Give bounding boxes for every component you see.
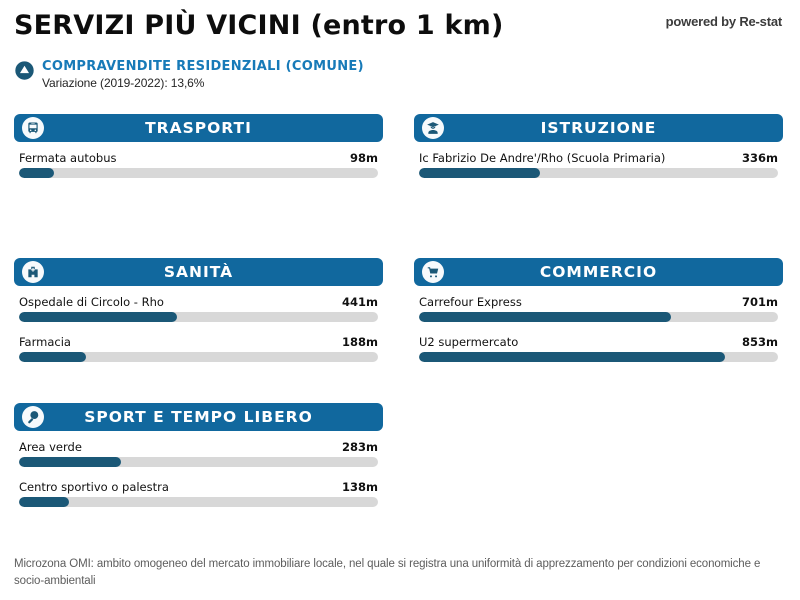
panel-sanita: SANITÀ Ospedale di Circolo - Rho 441m Fa… bbox=[14, 258, 383, 362]
bus-icon bbox=[22, 117, 44, 139]
powered-by-label: powered by Re-stat bbox=[665, 14, 783, 29]
service-label: Ic Fabrizio De Andre'/Rho (Scuola Primar… bbox=[419, 151, 666, 165]
summary-subtitle: Variazione (2019-2022): 13,6% bbox=[42, 76, 205, 90]
distance-bar bbox=[19, 497, 378, 507]
service-item: Area verde 283m bbox=[19, 440, 378, 467]
panel-header: ISTRUZIONE bbox=[414, 114, 783, 142]
service-item: Ic Fabrizio De Andre'/Rho (Scuola Primar… bbox=[419, 151, 778, 178]
distance-value: 283m bbox=[342, 440, 378, 454]
service-label: Carrefour Express bbox=[419, 295, 522, 309]
distance-bar-fill bbox=[419, 312, 671, 322]
panel-sport: SPORT E TEMPO LIBERO Area verde 283m Cen… bbox=[14, 403, 383, 507]
panel-items: Ic Fabrizio De Andre'/Rho (Scuola Primar… bbox=[414, 151, 783, 178]
panel-title: SANITÀ bbox=[163, 263, 234, 281]
distance-value: 701m bbox=[742, 295, 778, 309]
distance-bar bbox=[19, 312, 378, 322]
distance-value: 138m bbox=[342, 480, 378, 494]
distance-bar-fill bbox=[19, 312, 178, 322]
distance-bar bbox=[19, 168, 378, 178]
distance-bar bbox=[419, 312, 778, 322]
service-item: U2 supermercato 853m bbox=[419, 335, 778, 362]
panel-items: Fermata autobus 98m bbox=[14, 151, 383, 178]
distance-bar-fill bbox=[419, 352, 726, 362]
distance-bar-fill bbox=[19, 168, 55, 178]
panel-header: SANITÀ bbox=[14, 258, 383, 286]
service-label: U2 supermercato bbox=[419, 335, 519, 349]
service-label: Ospedale di Circolo - Rho bbox=[19, 295, 164, 309]
panel-trasporti: TRASPORTI Fermata autobus 98m bbox=[14, 114, 383, 178]
panel-header: TRASPORTI bbox=[14, 114, 383, 142]
paddle-icon bbox=[22, 406, 44, 428]
service-item: Carrefour Express 701m bbox=[419, 295, 778, 322]
hospital-icon bbox=[22, 261, 44, 283]
panel-title: COMMERCIO bbox=[539, 263, 658, 281]
distance-bar-fill bbox=[19, 497, 69, 507]
distance-bar bbox=[19, 457, 378, 467]
service-item: Farmacia 188m bbox=[19, 335, 378, 362]
page-title: SERVIZI PIÙ VICINI (entro 1 km) bbox=[14, 10, 504, 41]
panel-items: Ospedale di Circolo - Rho 441m Farmacia … bbox=[14, 295, 383, 362]
service-item: Fermata autobus 98m bbox=[19, 151, 378, 178]
distance-bar-fill bbox=[419, 168, 540, 178]
distance-value: 336m bbox=[742, 151, 778, 165]
student-icon bbox=[422, 117, 444, 139]
service-label: Area verde bbox=[19, 440, 82, 454]
panel-title: ISTRUZIONE bbox=[540, 119, 657, 137]
distance-bar bbox=[419, 168, 778, 178]
panel-header: SPORT E TEMPO LIBERO bbox=[14, 403, 383, 431]
service-label: Centro sportivo o palestra bbox=[19, 480, 169, 494]
summary-title: COMPRAVENDITE RESIDENZIALI (COMUNE) bbox=[42, 59, 364, 74]
distance-value: 853m bbox=[742, 335, 778, 349]
sales-summary: COMPRAVENDITE RESIDENZIALI (COMUNE) Vari… bbox=[14, 59, 364, 90]
distance-value: 98m bbox=[350, 151, 378, 165]
panel-items: Carrefour Express 701m U2 supermercato 8… bbox=[414, 295, 783, 362]
panel-items: Area verde 283m Centro sportivo o palest… bbox=[14, 440, 383, 507]
distance-bar-fill bbox=[19, 352, 87, 362]
distance-bar-fill bbox=[19, 457, 121, 467]
service-label: Farmacia bbox=[19, 335, 71, 349]
distance-value: 188m bbox=[342, 335, 378, 349]
service-label: Fermata autobus bbox=[19, 151, 117, 165]
distance-bar bbox=[19, 352, 378, 362]
panel-commercio: COMMERCIO Carrefour Express 701m U2 supe… bbox=[414, 258, 783, 362]
footnote: Microzona OMI: ambito omogeneo del merca… bbox=[14, 558, 761, 588]
distance-bar bbox=[419, 352, 778, 362]
panel-istruzione: ISTRUZIONE Ic Fabrizio De Andre'/Rho (Sc… bbox=[414, 114, 783, 178]
panel-title: SPORT E TEMPO LIBERO bbox=[84, 408, 313, 426]
panel-header: COMMERCIO bbox=[414, 258, 783, 286]
service-item: Ospedale di Circolo - Rho 441m bbox=[19, 295, 378, 322]
up-arrow-circle-icon bbox=[15, 61, 34, 80]
service-item: Centro sportivo o palestra 138m bbox=[19, 480, 378, 507]
cart-icon bbox=[422, 261, 444, 283]
distance-value: 441m bbox=[342, 295, 378, 309]
panel-title: TRASPORTI bbox=[145, 119, 252, 137]
